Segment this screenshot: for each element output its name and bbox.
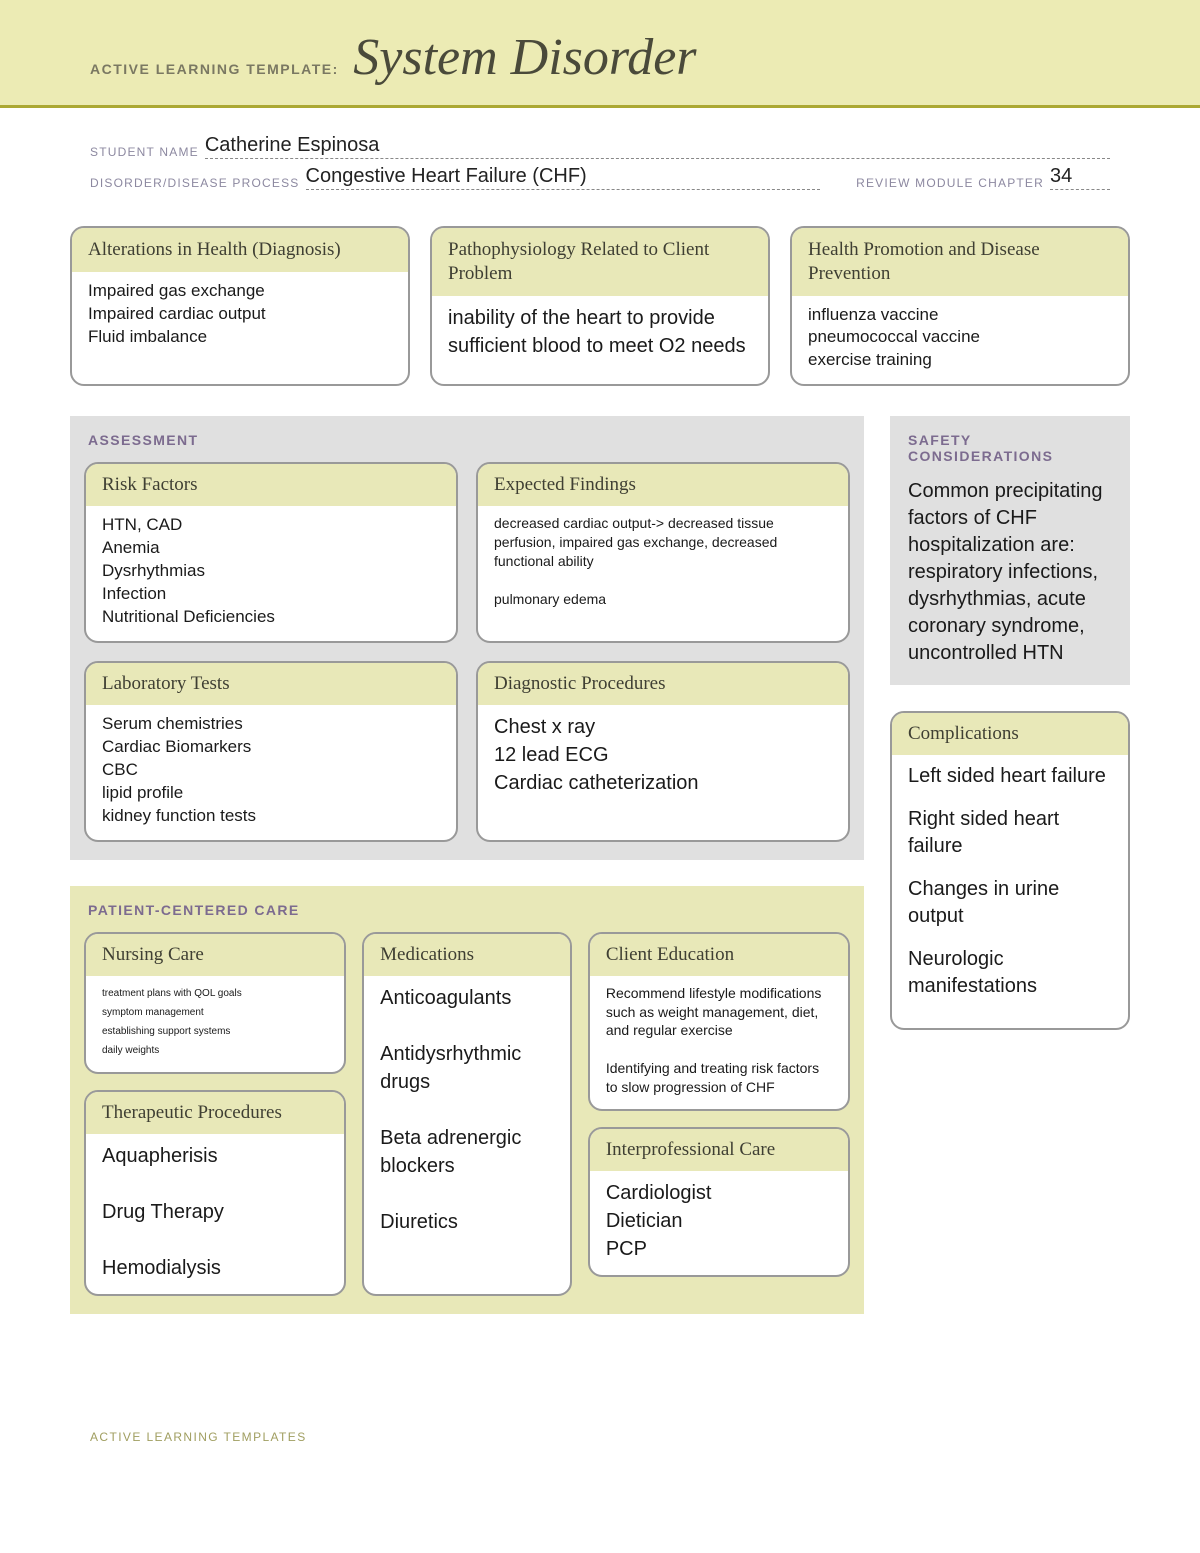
complications-body: Left sided heart failure Right sided hea… [892,755,1128,1028]
expected-findings-card: Expected Findings decreased cardiac outp… [476,462,850,643]
health-promotion-title: Health Promotion and Disease Prevention [792,228,1128,296]
pathophysiology-title: Pathophysiology Related to Client Proble… [432,228,768,296]
lab-tests-body: Serum chemistries Cardiac Biomarkers CBC… [86,705,456,840]
pcc-title: PATIENT-CENTERED CARE [84,886,850,932]
client-education-body: Recommend lifestyle modifications such a… [590,976,848,1109]
alterations-title: Alterations in Health (Diagnosis) [72,228,408,272]
pathophysiology-body: inability of the heart to provide suffic… [432,296,768,372]
therapeutic-body: Aquapherisis Drug Therapy Hemodialysis [86,1134,344,1294]
alterations-card: Alterations in Health (Diagnosis) Impair… [70,226,410,386]
lab-tests-title: Laboratory Tests [86,663,456,705]
disease-process-value: Congestive Heart Failure (CHF) [306,165,821,190]
risk-factors-card: Risk Factors HTN, CAD Anemia Dysrhythmia… [84,462,458,643]
interprofessional-title: Interprofessional Care [590,1129,848,1171]
health-promotion-body: influenza vaccine pneumococcal vaccine e… [792,296,1128,385]
lab-tests-card: Laboratory Tests Serum chemistries Cardi… [84,661,458,842]
header-prefix: ACTIVE LEARNING TEMPLATE: [90,61,339,77]
nursing-care-body: treatment plans with QOL goals symptom m… [86,976,344,1072]
medications-body: Anticoagulants Antidysrhythmic drugs Bet… [364,976,570,1248]
disease-process-label: DISORDER/DISEASE PROCESS [90,176,300,190]
pcc-section: PATIENT-CENTERED CARE Nursing Care treat… [70,886,864,1314]
complication-item: Changes in urine output [908,876,1112,930]
assessment-section: ASSESSMENT Risk Factors HTN, CAD Anemia … [70,416,864,859]
complication-item: Left sided heart failure [908,763,1112,790]
complication-item: Neurologic manifestations [908,946,1112,1000]
student-name-value: Catherine Espinosa [205,134,1110,159]
page-header: ACTIVE LEARNING TEMPLATE: System Disorde… [0,0,1200,108]
page-title: System Disorder [353,29,696,86]
nursing-care-card: Nursing Care treatment plans with QOL go… [84,932,346,1074]
page-footer: ACTIVE LEARNING TEMPLATES [0,1370,1200,1484]
client-education-card: Client Education Recommend lifestyle mod… [588,932,850,1111]
diagnostic-body: Chest x ray 12 lead ECG Cardiac catheter… [478,705,848,809]
client-education-title: Client Education [590,934,848,976]
diagnostic-card: Diagnostic Procedures Chest x ray 12 lea… [476,661,850,842]
chapter-value: 34 [1050,165,1110,190]
risk-factors-title: Risk Factors [86,464,456,506]
safety-section: SAFETY CONSIDERATIONS Common precipitati… [890,416,1130,685]
medications-card: Medications Anticoagulants Antidysrhythm… [362,932,572,1296]
complications-card: Complications Left sided heart failure R… [890,711,1130,1030]
assessment-title: ASSESSMENT [84,416,850,462]
interprofessional-card: Interprofessional Care Cardiologist Diet… [588,1127,850,1277]
risk-factors-body: HTN, CAD Anemia Dysrhythmias Infection N… [86,506,456,641]
complications-title: Complications [892,713,1128,755]
alterations-body: Impaired gas exchange Impaired cardiac o… [72,272,408,361]
diagnostic-title: Diagnostic Procedures [478,663,848,705]
therapeutic-card: Therapeutic Procedures Aquapherisis Drug… [84,1090,346,1296]
health-promotion-card: Health Promotion and Disease Prevention … [790,226,1130,386]
medications-title: Medications [364,934,570,976]
form-fields: STUDENT NAME Catherine Espinosa DISORDER… [0,108,1200,206]
interprofessional-body: Cardiologist Dietician PCP [590,1171,848,1275]
therapeutic-title: Therapeutic Procedures [86,1092,344,1134]
complication-item: Right sided heart failure [908,806,1112,860]
pathophysiology-card: Pathophysiology Related to Client Proble… [430,226,770,386]
expected-findings-title: Expected Findings [478,464,848,506]
nursing-care-title: Nursing Care [86,934,344,976]
student-name-label: STUDENT NAME [90,145,199,159]
safety-body: Common precipitating factors of CHF hosp… [904,478,1116,667]
expected-findings-body: decreased cardiac output-> decreased tis… [478,506,848,620]
chapter-label: REVIEW MODULE CHAPTER [856,176,1044,190]
safety-title: SAFETY CONSIDERATIONS [904,416,1116,478]
